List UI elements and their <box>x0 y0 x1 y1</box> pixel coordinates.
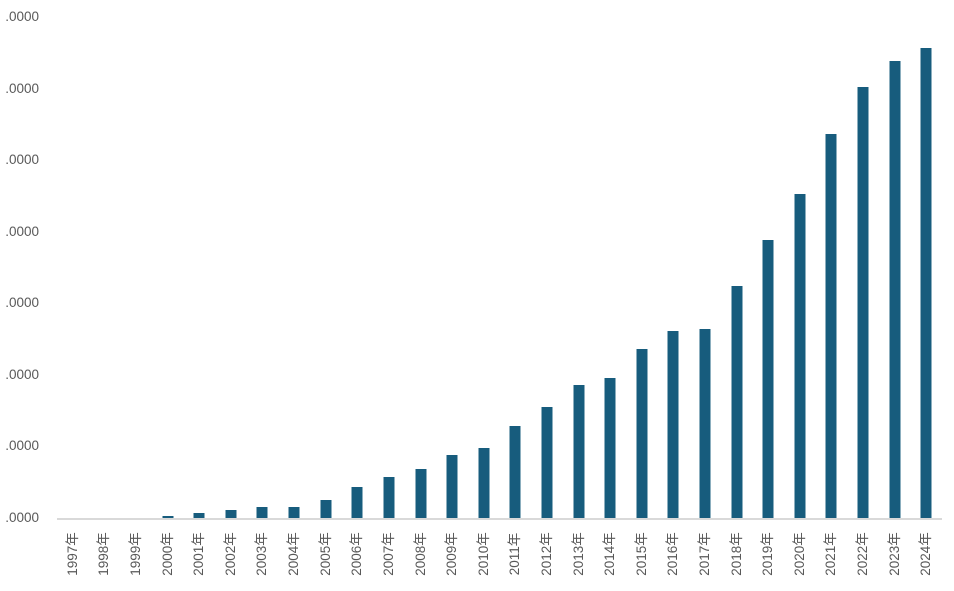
bar-column: 2024年 <box>910 17 942 576</box>
y-axis-tick-label: .0000 <box>5 9 39 24</box>
bar-column: 2018年 <box>721 17 753 576</box>
bar-2001年 <box>193 513 205 518</box>
x-axis-tick-label: 2020年 <box>791 532 807 576</box>
bar-column: 2016年 <box>658 17 690 576</box>
bar-2018年 <box>731 285 743 518</box>
bar-2010年 <box>478 447 490 518</box>
x-axis-tick-label: 2024年 <box>918 532 934 576</box>
bar-column: 2008年 <box>405 17 437 576</box>
bar-column: 2000年 <box>152 17 184 576</box>
x-axis-tick-label: 2000年 <box>159 532 175 576</box>
x-axis-tick-label: 1997年 <box>64 532 80 576</box>
x-axis-tick-label: 1999年 <box>128 532 144 576</box>
x-axis-tick-label: 2021年 <box>823 532 839 576</box>
bar-2015年 <box>636 348 648 518</box>
bar-column: 2015年 <box>626 17 658 576</box>
bar-column: 2004年 <box>278 17 310 576</box>
x-axis-tick-label: 2023年 <box>886 532 902 576</box>
bar-2016年 <box>667 331 679 518</box>
bar-2002年 <box>225 510 237 518</box>
bar-column: 2002年 <box>215 17 247 576</box>
x-axis-tick-label: 2002年 <box>222 532 238 576</box>
bar-column: 2003年 <box>247 17 279 576</box>
x-axis-tick-label: 2013年 <box>570 532 586 576</box>
bar-column: 2006年 <box>341 17 373 576</box>
x-axis-tick-label: 2006年 <box>349 532 365 576</box>
x-axis-tick-label: 2015年 <box>633 532 649 576</box>
x-axis-tick-label: 2019年 <box>760 532 776 576</box>
bar-2011年 <box>509 426 521 518</box>
y-axis-tick-label: .0000 <box>5 295 39 310</box>
x-axis-tick-label: 2011年 <box>507 532 523 576</box>
y-axis-tick-label: .0000 <box>5 80 39 96</box>
bar-column: 2001年 <box>183 17 215 576</box>
bar-2021年 <box>825 134 837 518</box>
bar-column: 1998年 <box>89 17 121 576</box>
x-axis-tick-label: 1998年 <box>96 532 112 576</box>
x-axis-tick-label: 2010年 <box>475 532 491 576</box>
bar-2004年 <box>288 506 300 518</box>
bar-column: 2014年 <box>594 17 626 576</box>
x-axis-tick-label: 2003年 <box>254 532 270 576</box>
bar-2007年 <box>383 476 395 518</box>
bar-2020年 <box>794 194 806 518</box>
bar-column: 2022年 <box>847 17 879 576</box>
bar-2009年 <box>446 455 458 518</box>
bar-2000年 <box>162 515 174 518</box>
bar-column: 2020年 <box>784 17 816 576</box>
bar-2014年 <box>604 377 616 518</box>
y-axis-tick-label: .0000 <box>5 223 39 239</box>
bar-column: 2017年 <box>689 17 721 576</box>
bar-2008年 <box>415 469 426 518</box>
bar-2003年 <box>256 507 268 518</box>
bar-2023年 <box>889 61 901 518</box>
bar-2012年 <box>541 407 553 518</box>
y-axis-tick-label: .0000 <box>5 152 39 167</box>
bar-column: 1999年 <box>120 17 152 576</box>
bar-2022年 <box>857 86 869 518</box>
bar-column: 2005年 <box>310 17 342 576</box>
bar-2005年 <box>320 500 332 518</box>
x-axis-tick-label: 2017年 <box>696 532 712 576</box>
bar-column: 2011年 <box>500 17 532 575</box>
y-axis-tick-label: .0000 <box>5 509 39 525</box>
bar-2017年 <box>699 328 711 518</box>
x-axis-tick-label: 2014年 <box>602 532 618 576</box>
x-axis-tick-label: 2008年 <box>412 532 428 576</box>
bar-2019年 <box>762 239 774 518</box>
x-axis-tick-label: 2001年 <box>191 532 207 576</box>
y-axis-tick-label: .0000 <box>5 366 39 382</box>
bar-column: 2021年 <box>816 17 848 576</box>
bar-column: 2007年 <box>373 17 405 576</box>
bar-column: 1997年 <box>57 17 89 576</box>
y-axis-tick-label: .0000 <box>5 438 39 453</box>
x-axis-tick-label: 2016年 <box>665 532 681 576</box>
bar-column: 2023年 <box>879 17 911 576</box>
x-axis-line <box>57 518 942 520</box>
x-axis-tick-label: 2005年 <box>317 532 333 576</box>
bar-column: 2009年 <box>436 17 468 576</box>
bar-column: 2013年 <box>563 17 595 576</box>
x-axis-tick-label: 2018年 <box>728 532 744 576</box>
bar-2013年 <box>573 385 585 518</box>
plot-area: 1997年 1998年 1999年 2000年 2001年 2002年 2003年 2004年… <box>57 17 942 576</box>
x-axis-tick-label: 2009年 <box>444 532 460 576</box>
bar-2006年 <box>351 487 363 518</box>
bar-2024年 <box>920 47 932 518</box>
bar-column: 2012年 <box>531 17 563 576</box>
x-axis-tick-label: 2022年 <box>855 532 871 576</box>
x-axis-tick-label: 2004年 <box>286 532 302 576</box>
bar-column: 2019年 <box>752 17 784 576</box>
x-axis-tick-label: 2007年 <box>380 532 396 576</box>
bar-column: 2010年 <box>468 17 500 576</box>
x-axis-tick-label: 2012年 <box>538 532 554 576</box>
